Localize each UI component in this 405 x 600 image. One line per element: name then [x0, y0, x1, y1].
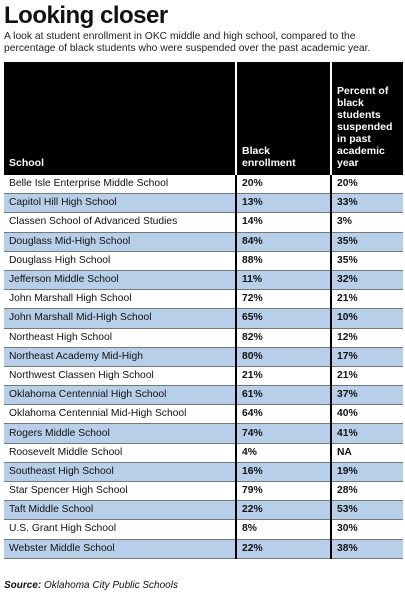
cell-school: Northeast High School [4, 328, 237, 348]
table-row: Webster Middle School 22% 38% [4, 539, 403, 559]
cell-percent-suspended: 30% [331, 519, 403, 540]
cell-black-enrollment: 4% [236, 443, 332, 463]
cell-school: Southeast High School [4, 462, 237, 483]
source-label: Source: [4, 580, 42, 591]
cell-black-enrollment: 79% [236, 481, 332, 502]
cell-school: Douglass Mid-High School [4, 232, 237, 252]
cell-school: John Marshall High School [4, 289, 237, 310]
page-subtitle: A look at student enrollment in OKC midd… [4, 31, 371, 54]
cell-percent-suspended: NA [331, 443, 403, 463]
cell-black-enrollment: 88% [236, 251, 332, 271]
source-note: Source: Oklahoma City Public Schools [4, 580, 178, 591]
cell-black-enrollment: 22% [236, 500, 332, 521]
cell-black-enrollment: 74% [236, 423, 332, 444]
cell-percent-suspended: 19% [331, 462, 403, 483]
cell-percent-suspended: 53% [331, 500, 403, 521]
cell-percent-suspended: 10% [331, 308, 403, 329]
data-table: School Black enrollment Percent of black… [4, 62, 403, 559]
cell-percent-suspended: 20% [331, 175, 403, 195]
cell-school: Northeast Academy Mid-High [4, 347, 237, 367]
cell-school: Classen School of Advanced Studies [4, 212, 237, 233]
cell-black-enrollment: 82% [236, 328, 332, 348]
cell-school: Roosevelt Middle School [4, 443, 237, 463]
table-row: Southeast High School 16% 19% [4, 462, 403, 483]
cell-black-enrollment: 80% [236, 347, 332, 367]
table-row: Roosevelt Middle School 4% NA [4, 443, 403, 463]
cell-school: Northwest Classen High School [4, 366, 237, 387]
table-row: Rogers Middle School 74% 41% [4, 423, 403, 444]
table-row: John Marshall Mid-High School 65% 10% [4, 308, 403, 329]
table-row: Northeast Academy Mid-High 80% 17% [4, 347, 403, 367]
cell-black-enrollment: 84% [236, 232, 332, 252]
cell-school: Douglass High School [4, 251, 237, 271]
table-row: U.S. Grant High School 8% 30% [4, 519, 403, 540]
cell-percent-suspended: 41% [331, 423, 403, 444]
cell-percent-suspended: 21% [331, 366, 403, 387]
cell-percent-suspended: 35% [331, 232, 403, 252]
table-header-row: School Black enrollment Percent of black… [4, 62, 403, 175]
cell-school: U.S. Grant High School [4, 519, 237, 540]
cell-black-enrollment: 22% [236, 539, 332, 559]
cell-black-enrollment: 11% [236, 270, 332, 291]
cell-black-enrollment: 14% [236, 212, 332, 233]
cell-school: Star Spencer High School [4, 481, 237, 502]
cell-percent-suspended: 21% [331, 289, 403, 310]
column-header-black-enrollment: Black enrollment [236, 62, 332, 175]
cell-percent-suspended: 33% [331, 193, 403, 214]
column-header-percent-suspended: Percent of black students suspended in p… [331, 62, 403, 175]
cell-percent-suspended: 35% [331, 251, 403, 271]
cell-black-enrollment: 13% [236, 193, 332, 214]
page-title: Looking closer [4, 2, 168, 29]
table-row: Oklahoma Centennial High School 61% 37% [4, 385, 403, 406]
table-row: Northwest Classen High School 21% 21% [4, 366, 403, 387]
table-row: Douglass Mid-High School 84% 35% [4, 232, 403, 252]
cell-black-enrollment: 20% [236, 175, 332, 195]
table-row: Jefferson Middle School 11% 32% [4, 270, 403, 291]
cell-percent-suspended: 38% [331, 539, 403, 559]
table-row: Douglass High School 88% 35% [4, 251, 403, 271]
cell-percent-suspended: 28% [331, 481, 403, 502]
table-row: Classen School of Advanced Studies 14% 3% [4, 212, 403, 233]
cell-black-enrollment: 21% [236, 366, 332, 387]
column-header-school: School [4, 62, 237, 175]
cell-black-enrollment: 65% [236, 308, 332, 329]
table-row: Star Spencer High School 79% 28% [4, 481, 403, 502]
table-row: Belle Isle Enterprise Middle School 20% 20… [4, 175, 403, 195]
cell-black-enrollment: 8% [236, 519, 332, 540]
table-row: Taft Middle School 22% 53% [4, 500, 403, 521]
cell-school: Jefferson Middle School [4, 270, 237, 291]
cell-black-enrollment: 61% [236, 385, 332, 406]
cell-black-enrollment: 64% [236, 404, 332, 425]
cell-school: Rogers Middle School [4, 423, 237, 444]
cell-percent-suspended: 17% [331, 347, 403, 367]
cell-percent-suspended: 40% [331, 404, 403, 425]
cell-percent-suspended: 3% [331, 212, 403, 233]
table-row: Oklahoma Centennial Mid-High School 64% 40… [4, 404, 403, 425]
cell-percent-suspended: 32% [331, 270, 403, 291]
cell-school: Webster Middle School [4, 539, 237, 559]
table-row: John Marshall High School 72% 21% [4, 289, 403, 310]
cell-school: Oklahoma Centennial Mid-High School [4, 404, 237, 425]
source-text: Oklahoma City Public Schools [44, 580, 178, 591]
cell-percent-suspended: 12% [331, 328, 403, 348]
cell-black-enrollment: 16% [236, 462, 332, 483]
cell-school: Taft Middle School [4, 500, 237, 521]
cell-school: Capitol Hill High School [4, 193, 237, 214]
table-row: Capitol Hill High School 13% 33% [4, 193, 403, 214]
cell-percent-suspended: 37% [331, 385, 403, 406]
table-body: Belle Isle Enterprise Middle School 20% 20… [4, 175, 403, 559]
cell-school: John Marshall Mid-High School [4, 308, 237, 329]
cell-school: Belle Isle Enterprise Middle School [4, 175, 237, 195]
cell-school: Oklahoma Centennial High School [4, 385, 237, 406]
cell-black-enrollment: 72% [236, 289, 332, 310]
table-row: Northeast High School 82% 12% [4, 328, 403, 348]
